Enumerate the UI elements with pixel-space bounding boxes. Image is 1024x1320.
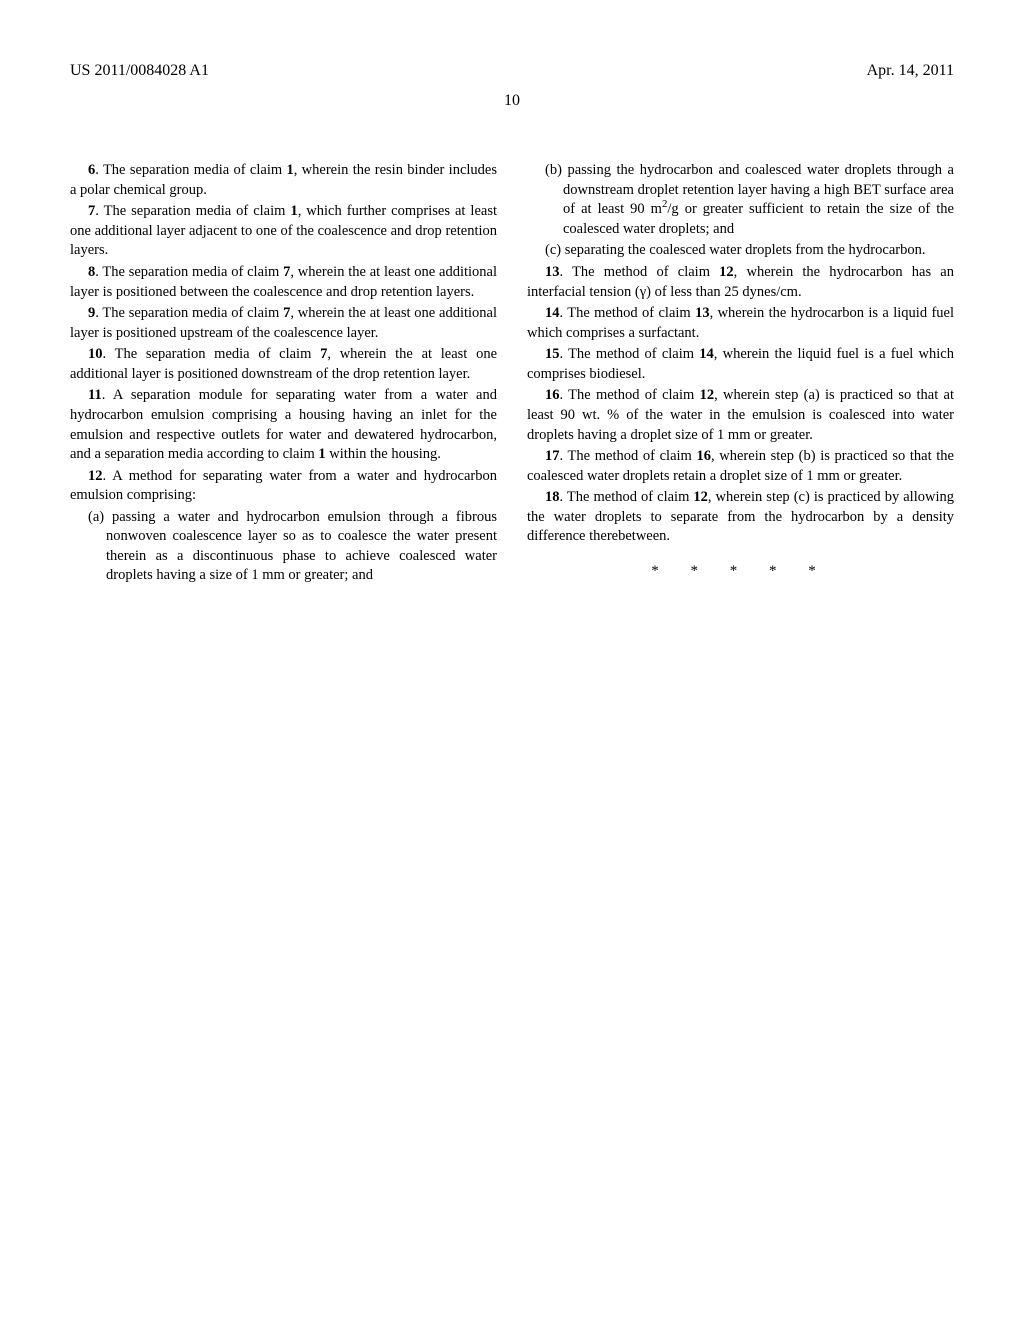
page-header: US 2011/0084028 A1 Apr. 14, 2011 xyxy=(70,60,954,82)
claim-18: 18. The method of claim 12, wherein step… xyxy=(527,488,954,547)
claim-13: 13. The method of claim 12, wherein the … xyxy=(527,263,954,302)
claim-12: 12. A method for separating water from a… xyxy=(70,467,497,506)
claim-10: 10. The separation media of claim 7, whe… xyxy=(70,345,497,384)
claim-9: 9. The separation media of claim 7, wher… xyxy=(70,304,497,343)
claim-11: 11. A separation module for separating w… xyxy=(70,386,497,464)
two-column-body: 6. The separation media of claim 1, wher… xyxy=(70,161,954,588)
claim-16: 16. The method of claim 12, wherein step… xyxy=(527,386,954,445)
claim-14: 14. The method of claim 13, wherein the … xyxy=(527,304,954,343)
claim-12-c: (c) separating the coalesced water dropl… xyxy=(527,241,954,261)
end-asterisks: * * * * * xyxy=(527,561,954,581)
claim-6: 6. The separation media of claim 1, wher… xyxy=(70,161,497,200)
publication-number: US 2011/0084028 A1 xyxy=(70,60,209,82)
left-column: 6. The separation media of claim 1, wher… xyxy=(70,161,497,588)
right-column: (b) passing the hydrocarbon and coalesce… xyxy=(527,161,954,588)
claim-12-b: (b) passing the hydrocarbon and coalesce… xyxy=(527,161,954,239)
claim-15: 15. The method of claim 14, wherein the … xyxy=(527,345,954,384)
claim-8: 8. The separation media of claim 7, wher… xyxy=(70,263,497,302)
claim-12-a: (a) passing a water and hydrocarbon emul… xyxy=(70,508,497,586)
page-number: 10 xyxy=(70,90,954,112)
claim-17: 17. The method of claim 16, wherein step… xyxy=(527,447,954,486)
claim-7: 7. The separation media of claim 1, whic… xyxy=(70,202,497,261)
publication-date: Apr. 14, 2011 xyxy=(867,60,954,82)
